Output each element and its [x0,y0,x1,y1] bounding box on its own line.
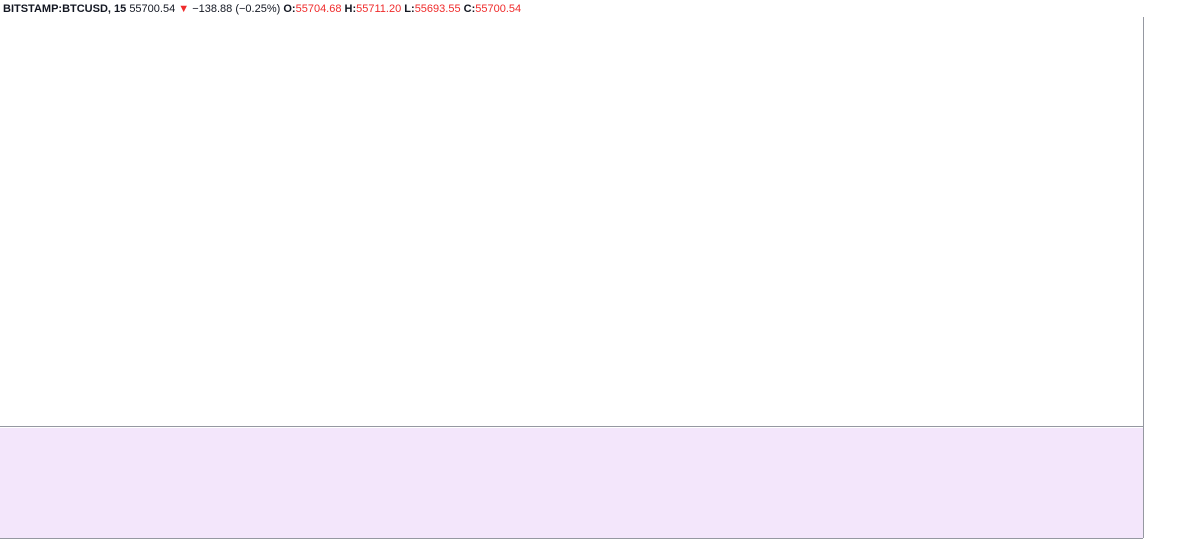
h: 55711.20 [356,3,402,15]
rsi-pane [0,428,1143,538]
l-label: L: [404,3,415,15]
o-label: O: [283,3,296,15]
symbol: BITSTAMP:BTCUSD, 15 [3,3,127,15]
c: 55700.54 [475,3,522,15]
change: −138.88 (−0.25%) [192,3,281,15]
last: 55700.54 [129,3,176,15]
c-label: C: [463,3,476,15]
o: 55704.68 [295,3,342,15]
h-label: H: [344,3,357,15]
symbol-header: BITSTAMP:BTCUSD, 15 55700.54 ▼ −138.88 (… [3,3,521,15]
arrow: ▼ [178,3,190,15]
l: 55693.55 [414,3,461,15]
